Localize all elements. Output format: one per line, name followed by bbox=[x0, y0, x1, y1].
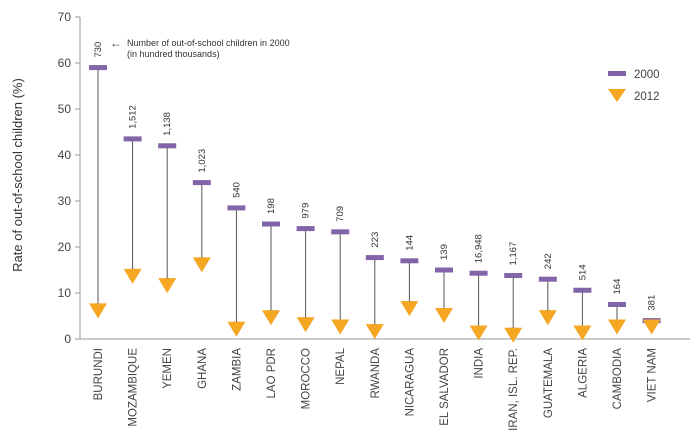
category-label: GUATEMALA bbox=[543, 348, 555, 418]
y-axis-label: Rate of out-of-school children (%) bbox=[10, 78, 25, 272]
category-label: INDIA bbox=[474, 348, 486, 379]
marker-2012 bbox=[365, 324, 384, 340]
marker-2000 bbox=[538, 276, 557, 282]
data-labels: 730 1,512 1,138 1,023 540 198 979 709 223 144 139 1… bbox=[93, 42, 658, 311]
y-tick-label: 30 bbox=[58, 194, 72, 208]
marker-2000 bbox=[296, 226, 315, 232]
marker-2000 bbox=[227, 205, 246, 211]
y-tick-label: 40 bbox=[58, 148, 72, 162]
category-label: IRAN, ISL. REP. bbox=[508, 348, 520, 431]
marker-2000 bbox=[573, 287, 592, 293]
marker-2012 bbox=[642, 319, 661, 335]
category-label: NEPAL bbox=[335, 347, 347, 384]
marker-2000 bbox=[262, 221, 280, 227]
y-tick-label: 10 bbox=[58, 286, 72, 300]
marker-2012 bbox=[538, 310, 557, 326]
marker-2000 bbox=[469, 270, 488, 276]
marker-2012 bbox=[400, 301, 419, 317]
category-label: MOZAMBIQUE bbox=[128, 348, 140, 427]
marker-2012 bbox=[89, 303, 107, 319]
count-label: 223 bbox=[370, 232, 381, 248]
count-label: 139 bbox=[439, 244, 450, 260]
count-label: 1,167 bbox=[508, 242, 519, 266]
marker-2012 bbox=[608, 319, 626, 335]
category-label: CAMBODIA bbox=[612, 348, 624, 410]
marker-2000 bbox=[123, 136, 142, 142]
marker-2012 bbox=[573, 325, 592, 341]
marker-2012 bbox=[262, 310, 280, 326]
marker-2012 bbox=[158, 278, 177, 294]
y-tick-label: 0 bbox=[64, 332, 71, 346]
series-2012-markers bbox=[89, 257, 661, 343]
category-label: LAO PDR bbox=[266, 348, 278, 399]
marker-2000 bbox=[435, 267, 453, 273]
legend-2012-label: 2012 bbox=[634, 91, 660, 103]
legend: 2000 2012 bbox=[608, 69, 660, 103]
y-axis: 0 10 20 30 40 50 60 70 bbox=[58, 10, 690, 346]
marker-2000 bbox=[365, 255, 384, 261]
marker-2012 bbox=[504, 327, 523, 343]
annotation-line-1: Number of out-of-school children in 2000 bbox=[127, 38, 290, 48]
marker-2012 bbox=[435, 308, 453, 323]
count-label: 16,948 bbox=[474, 234, 485, 263]
count-label: 381 bbox=[647, 295, 658, 311]
count-label: 730 bbox=[93, 42, 104, 58]
count-label: 164 bbox=[612, 279, 623, 295]
marker-2012 bbox=[192, 257, 211, 273]
legend-2000-marker bbox=[608, 71, 626, 76]
marker-2012 bbox=[296, 317, 315, 333]
annotation-line-2: (in hundred thousands) bbox=[127, 49, 220, 59]
x-axis-categories: BURUNDI MOZAMBIQUE YEMEN GHANA ZAMBIA LAO PDR… bbox=[93, 347, 659, 430]
category-label: YEMEN bbox=[162, 348, 174, 389]
marker-2012 bbox=[123, 268, 142, 284]
marker-2000 bbox=[331, 229, 350, 235]
marker-2012 bbox=[227, 321, 246, 337]
category-label: EL SALVADOR bbox=[439, 348, 451, 426]
marker-2000 bbox=[608, 302, 626, 307]
annotation-arrow: ← bbox=[110, 36, 122, 50]
count-label: 242 bbox=[543, 253, 554, 269]
count-label: 1,023 bbox=[197, 149, 208, 173]
category-label: ALGERIA bbox=[577, 348, 589, 398]
category-label: ZAMBIA bbox=[231, 348, 243, 391]
marker-2000 bbox=[192, 180, 211, 186]
category-label: VIET NAM bbox=[647, 348, 659, 402]
count-label: 144 bbox=[404, 235, 415, 251]
marker-2000 bbox=[400, 258, 419, 264]
category-label: BURUNDI bbox=[93, 348, 105, 400]
annotation: ← Number of out-of-school children in 20… bbox=[110, 36, 290, 59]
marker-2000 bbox=[158, 143, 177, 149]
legend-2000-label: 2000 bbox=[634, 69, 660, 81]
count-label: 979 bbox=[301, 203, 312, 219]
count-label: 540 bbox=[231, 182, 242, 198]
category-label: NICARAGUA bbox=[404, 348, 416, 417]
y-tick-label: 60 bbox=[58, 56, 72, 70]
marker-2000 bbox=[504, 273, 523, 279]
count-label: 709 bbox=[335, 206, 346, 222]
count-label: 198 bbox=[266, 198, 277, 214]
y-tick-label: 20 bbox=[58, 240, 72, 254]
connector-lines bbox=[95, 67, 655, 333]
y-tick-label: 70 bbox=[58, 10, 72, 24]
count-label: 514 bbox=[577, 264, 588, 280]
category-label: RWANDA bbox=[370, 348, 382, 399]
category-label: GHANA bbox=[197, 348, 209, 389]
count-label: 1,138 bbox=[162, 112, 173, 136]
category-label: MOROCCO bbox=[301, 348, 313, 409]
y-tick-label: 50 bbox=[58, 102, 72, 116]
marker-2012 bbox=[331, 319, 350, 335]
marker-2012 bbox=[469, 325, 488, 341]
legend-2012-marker bbox=[608, 89, 626, 102]
count-label: 1,512 bbox=[128, 105, 139, 129]
marker-2000 bbox=[89, 65, 107, 71]
